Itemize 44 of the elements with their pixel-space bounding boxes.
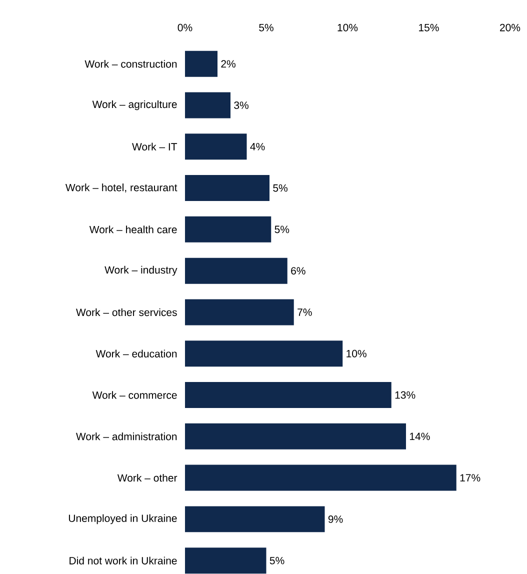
y-tick-label: Work – industry [104,266,178,276]
y-tick-label: Work – other services [76,308,177,316]
bar [184,340,343,367]
data-label: 5% [270,556,284,564]
bar [184,382,392,408]
bar [184,464,456,491]
y-tick-label: Work – construction [84,60,177,68]
x-tick-label: 10% [338,24,358,32]
y-tick-label: Work – commerce [92,391,177,399]
y-tick-label: Work – education [96,350,177,358]
bar [184,548,266,574]
data-label: 9% [328,515,343,523]
y-tick-label: Work – health care [89,226,177,234]
y-tick-label: Work – IT [132,142,178,150]
y-tick-label: Did not work in Ukraine [70,556,177,564]
bar [184,423,406,450]
bar [184,216,272,242]
x-tick-label: 20% [500,24,520,32]
data-label: 7% [298,308,312,316]
data-label: 17% [460,474,480,482]
data-label: 5% [274,226,290,234]
y-tick-label: Work – other [117,474,178,482]
bar [184,50,218,77]
data-label: 13% [395,391,416,399]
data-label: 4% [250,142,265,150]
bar [184,92,230,118]
bar [184,506,325,532]
y-tick-label: Work – administration [76,432,177,440]
data-label: 5% [273,184,288,192]
bar [184,134,247,160]
x-tick-label: 15% [419,24,439,32]
y-tick-label: Work – agriculture [92,100,177,110]
data-label: 6% [291,267,306,275]
y-tick-label: Unemployed in Ukraine [68,514,177,524]
bar [184,299,294,326]
bar [184,258,288,284]
x-tick-label: 5% [259,24,274,32]
x-tick-label: 0% [178,24,192,32]
data-label: 3% [234,102,248,109]
data-label: 2% [221,60,236,68]
data-label: 10% [346,350,366,358]
bar [184,175,270,202]
y-tick-label: Work – hotel, restaurant [65,184,178,193]
data-label: 14% [410,432,430,440]
